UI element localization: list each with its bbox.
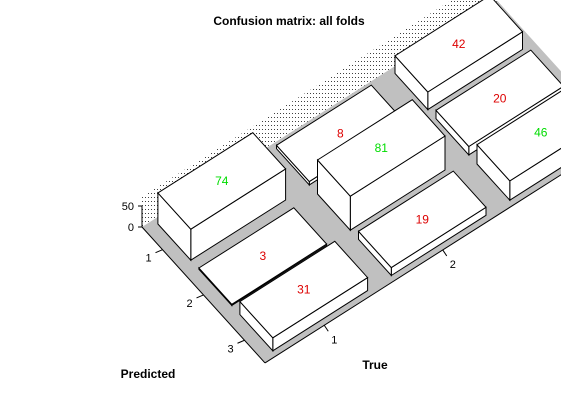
bar-t1-p1: 74 (157, 132, 287, 262)
bar-t2-p2: 81 (316, 99, 446, 232)
bar-top-face (394, 0, 524, 93)
chart-title: Confusion matrix: all folds (213, 14, 365, 28)
bar-top-face (157, 132, 287, 230)
predicted-tick (196, 294, 204, 299)
bar-value-label: 20 (493, 91, 507, 105)
bar-t3-p1: 42 (394, 0, 524, 111)
y-axis-label: Predicted (121, 367, 176, 381)
true-tick (323, 324, 329, 332)
x-axis-label: True (362, 358, 388, 372)
predicted-tick-label: 2 (186, 298, 192, 310)
bar-t1-p2: 3 (198, 207, 328, 307)
bar-t3-p3: 46 (476, 90, 561, 202)
predicted-tick (237, 339, 245, 344)
z-tick-label: 50 (122, 201, 134, 213)
bar-value-label: 3 (259, 249, 266, 263)
bar-t2-p3: 19 (357, 170, 487, 277)
bar-top-face (476, 90, 561, 182)
true-tick-label: 1 (331, 334, 337, 346)
predicted-tick-label: 3 (227, 343, 233, 355)
z-tick-label: 0 (128, 222, 134, 234)
bar-value-label: 19 (416, 212, 430, 226)
bar-top-face (435, 49, 561, 148)
bar-top-face (239, 240, 369, 339)
bar-value-label: 74 (215, 174, 229, 188)
bar-top-face (316, 99, 446, 197)
true-tick (442, 249, 448, 257)
bar-value-label: 46 (534, 126, 548, 140)
predicted-tick (155, 249, 163, 254)
bar-t1-p3: 31 (239, 240, 369, 353)
bar-value-label: 81 (375, 141, 389, 155)
predicted-tick-label: 1 (145, 253, 151, 265)
bar-value-label: 31 (297, 283, 311, 297)
true-tick-label: 2 (450, 259, 456, 271)
bar-value-label: 42 (452, 37, 466, 51)
axes-group: 050123123 (122, 174, 561, 364)
bar-top-face (198, 207, 328, 305)
bar-top-face (357, 170, 487, 269)
bar-value-label: 8 (337, 126, 344, 140)
